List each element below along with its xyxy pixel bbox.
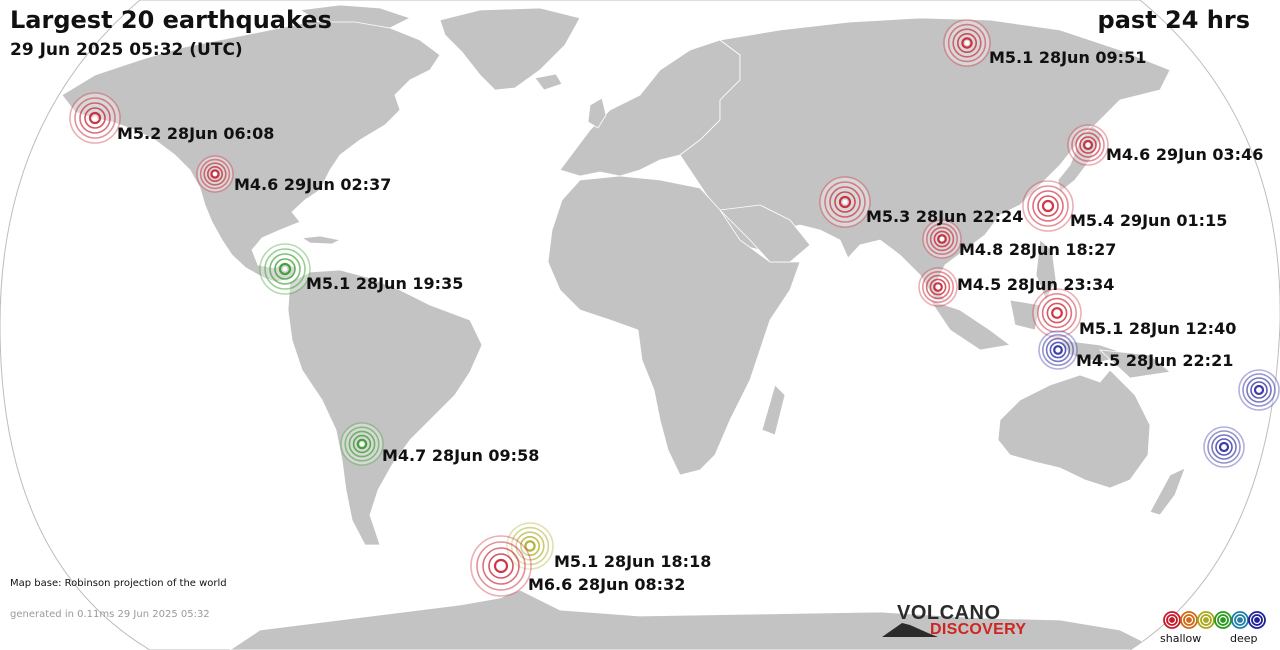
generated-note: generated in 0.11ms 29 Jun 2025 05:32 bbox=[10, 609, 210, 620]
legend-swatch bbox=[1248, 611, 1266, 629]
depth-legend bbox=[1163, 611, 1266, 629]
new-guinea bbox=[1098, 349, 1171, 379]
philippines bbox=[1035, 239, 1057, 301]
earthquake-label: M5.1 28Jun 09:51 bbox=[989, 48, 1147, 67]
earthquake-marker[interactable] bbox=[1238, 369, 1280, 411]
legend-swatch bbox=[1197, 611, 1215, 629]
australia bbox=[997, 369, 1151, 489]
page-title: Largest 20 earthquakes bbox=[10, 6, 332, 34]
earthquake-marker[interactable] bbox=[1022, 180, 1074, 232]
earthquake-marker[interactable] bbox=[918, 267, 958, 307]
earthquake-label: M4.5 28Jun 22:21 bbox=[1076, 351, 1234, 370]
arabian-peninsula bbox=[719, 204, 811, 263]
caribbean bbox=[300, 235, 342, 245]
earthquake-marker[interactable] bbox=[1067, 124, 1109, 166]
earthquake-marker[interactable] bbox=[340, 422, 384, 466]
legend-deep-label: deep bbox=[1230, 632, 1258, 645]
iceland bbox=[534, 73, 563, 91]
earthquake-marker[interactable] bbox=[1038, 330, 1078, 370]
earthquake-label: M4.8 28Jun 18:27 bbox=[959, 240, 1117, 259]
asia bbox=[679, 17, 1171, 301]
africa bbox=[547, 175, 801, 476]
earthquake-label: M5.3 28Jun 22:24 bbox=[866, 207, 1024, 226]
earthquake-label: M5.2 28Jun 06:08 bbox=[117, 124, 275, 143]
new-zealand bbox=[1149, 467, 1186, 516]
earthquake-marker[interactable] bbox=[470, 535, 532, 597]
earthquake-marker[interactable] bbox=[196, 155, 234, 193]
earthquake-label: M4.6 29Jun 03:46 bbox=[1106, 145, 1264, 164]
legend-shallow-label: shallow bbox=[1160, 632, 1202, 645]
earthquake-marker[interactable] bbox=[506, 522, 554, 570]
volcano-logo-icon bbox=[882, 623, 938, 637]
earthquake-marker[interactable] bbox=[69, 92, 121, 144]
earthquake-marker[interactable] bbox=[819, 176, 871, 228]
volcano-discovery-logo[interactable]: VOLCANO DISCOVERY bbox=[880, 602, 1040, 643]
logo-text-discovery: DISCOVERY bbox=[930, 621, 1027, 638]
timespan-label: past 24 hrs bbox=[1097, 6, 1250, 34]
earthquake-label: M4.5 28Jun 23:34 bbox=[957, 275, 1115, 294]
south-america bbox=[287, 269, 483, 546]
earthquake-label: M4.6 29Jun 02:37 bbox=[234, 175, 392, 194]
legend-swatch bbox=[1163, 611, 1181, 629]
earthquake-label: M5.1 28Jun 19:35 bbox=[306, 274, 464, 293]
british-isles bbox=[587, 97, 607, 129]
madagascar bbox=[761, 384, 786, 436]
earthquake-label: M4.7 28Jun 09:58 bbox=[382, 446, 540, 465]
earthquake-label: M5.1 28Jun 18:18 bbox=[554, 552, 712, 571]
earthquake-marker[interactable] bbox=[1203, 426, 1245, 468]
projection-note: Map base: Robinson projection of the wor… bbox=[10, 578, 227, 589]
legend-swatch bbox=[1231, 611, 1249, 629]
earthquake-marker[interactable] bbox=[259, 243, 311, 295]
greenland bbox=[439, 7, 581, 91]
earthquake-marker[interactable] bbox=[922, 219, 962, 259]
earthquake-label: M5.1 28Jun 12:40 bbox=[1079, 319, 1237, 338]
timestamp: 29 Jun 2025 05:32 (UTC) bbox=[10, 40, 243, 60]
earthquake-marker[interactable] bbox=[943, 19, 991, 67]
earthquake-label: M5.4 29Jun 01:15 bbox=[1070, 211, 1228, 230]
earthquake-marker[interactable] bbox=[1032, 288, 1082, 338]
logo-text-volcano: VOLCANO bbox=[897, 602, 1001, 624]
legend-swatch bbox=[1180, 611, 1198, 629]
earthquake-label: M6.6 28Jun 08:32 bbox=[528, 575, 686, 594]
arctic-islands bbox=[298, 4, 412, 29]
legend-swatch bbox=[1214, 611, 1232, 629]
